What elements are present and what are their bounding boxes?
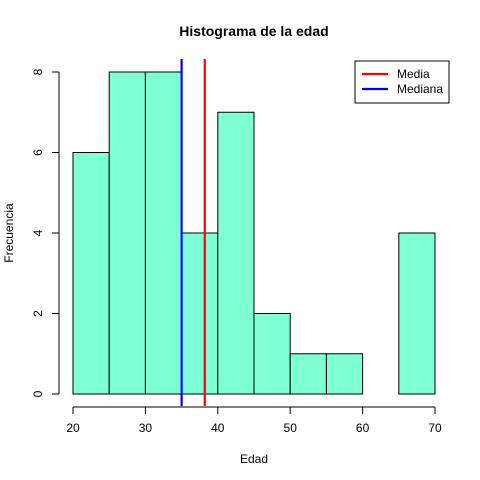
legend-label-media: Media (397, 67, 430, 81)
legend-box (354, 60, 450, 104)
histogram-bar-4 (217, 111, 255, 395)
y-tick-label: 0 (31, 390, 45, 397)
x-tick-label: 70 (428, 421, 442, 435)
x-axis: 20 30 40 50 60 70 (66, 406, 442, 435)
histogram-bar-2 (144, 71, 183, 395)
histogram-bar-7 (325, 353, 364, 395)
legend-label-mediana: Mediana (397, 82, 443, 96)
y-tick-label: 4 (31, 229, 45, 236)
histogram-bar-6 (289, 353, 327, 395)
bars-group (72, 71, 436, 395)
y-tick-label: 6 (31, 149, 45, 156)
reference-lines-group (180, 59, 206, 406)
x-tick-label: 20 (66, 421, 80, 435)
histogram-bar-5 (253, 313, 291, 395)
x-axis-label: Edad (240, 452, 268, 466)
y-axis-label: Frecuencia (2, 203, 16, 263)
x-tick-label: 50 (284, 421, 298, 435)
histogram-bar-3 (181, 232, 219, 395)
x-tick-label: 60 (356, 421, 370, 435)
y-axis: 0 2 4 6 8 (31, 68, 60, 397)
y-tick-label: 2 (31, 310, 45, 317)
x-tick-label: 40 (211, 421, 225, 435)
histogram-bar-9 (398, 232, 436, 395)
histogram-bar-0 (72, 152, 110, 395)
histogram-bar-1 (108, 71, 146, 395)
y-tick-label: 8 (31, 68, 45, 75)
chart-title: Histograma de la edad (179, 23, 328, 39)
x-tick-label: 30 (139, 421, 153, 435)
